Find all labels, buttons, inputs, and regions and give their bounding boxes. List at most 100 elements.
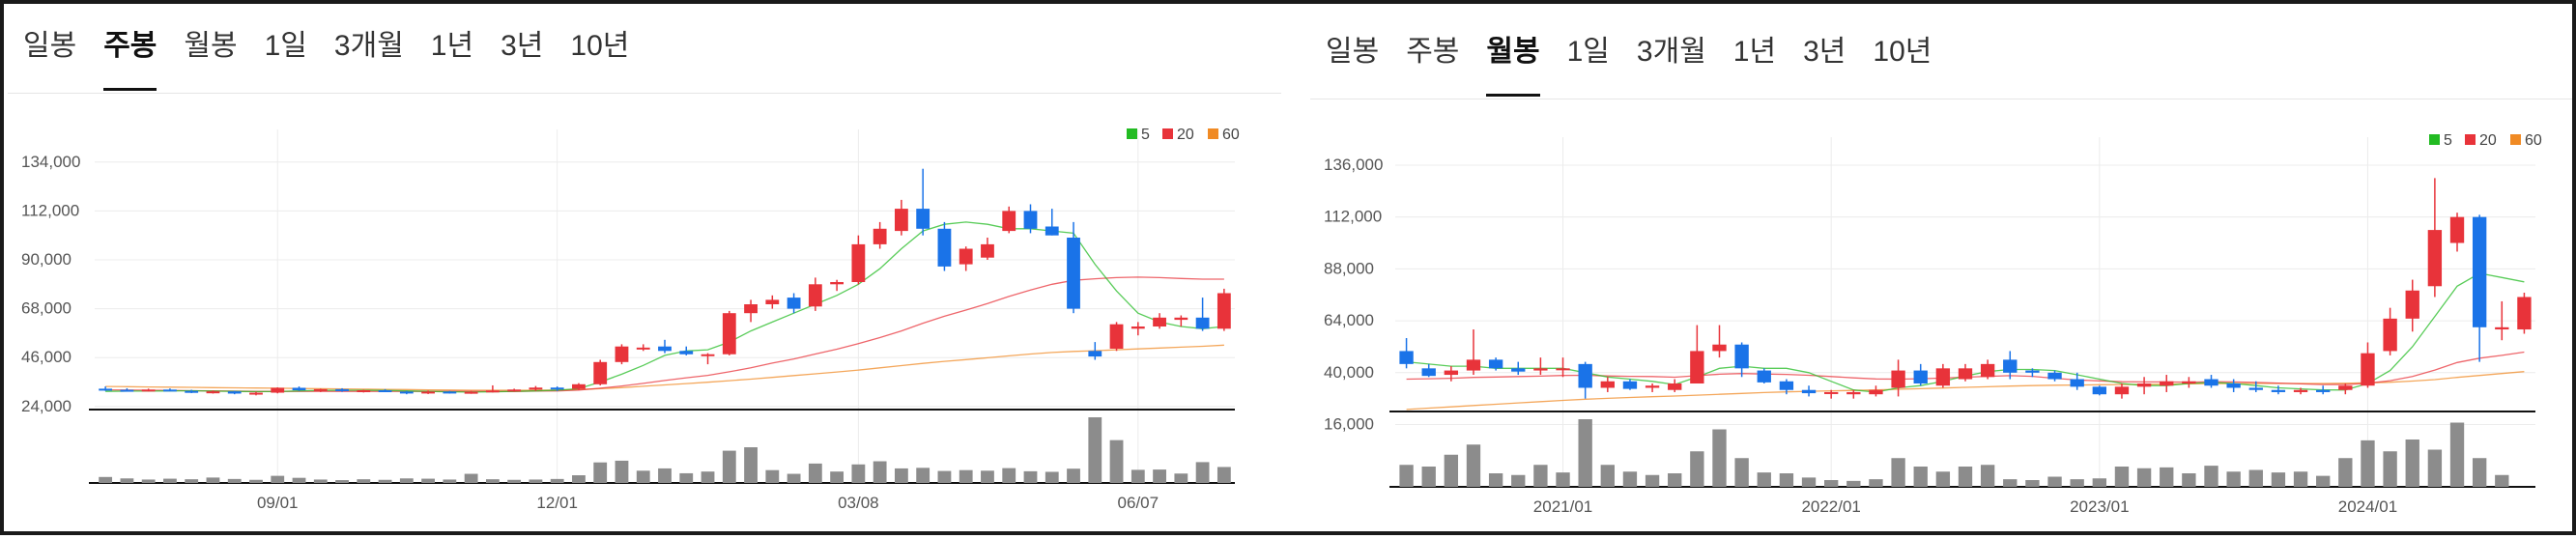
candle-body xyxy=(2383,318,2397,352)
volume-bar xyxy=(679,472,694,483)
candle-body xyxy=(2204,379,2218,386)
candle-body xyxy=(851,243,866,282)
tab-3-years[interactable]: 3년 xyxy=(501,30,544,62)
volume-bar xyxy=(1712,429,1727,487)
volume-bar xyxy=(292,477,306,483)
candle-body xyxy=(2293,389,2308,392)
volume-bar xyxy=(206,477,220,483)
candle-body xyxy=(1712,344,1727,352)
volume-bar xyxy=(787,473,801,483)
period-tabs: 일봉 주봉 월봉 1일 3개월 1년 3년 10년 xyxy=(19,21,643,91)
candle-body xyxy=(1216,293,1231,329)
ma60-line xyxy=(1406,371,2525,411)
candle-body xyxy=(2070,379,2084,387)
tab-10-years[interactable]: 10년 xyxy=(1873,36,1932,68)
candle-body xyxy=(141,389,156,392)
tab-monthly[interactable]: 월봉 xyxy=(184,30,238,62)
tab-10-years[interactable]: 10년 xyxy=(570,30,630,62)
volume-bar xyxy=(2495,474,2509,487)
weekly-candlestick-chart[interactable]: 134,000 112,000 90,000 68,000 46,000 24,000 09… xyxy=(8,4,1281,539)
tab-weekly[interactable]: 주봉 xyxy=(1406,36,1460,68)
candle-body xyxy=(163,389,177,392)
legend-swatch xyxy=(1208,128,1218,139)
candle-body xyxy=(206,391,220,394)
tab-3-months[interactable]: 3개월 xyxy=(333,30,404,62)
monthly-candlestick-chart[interactable]: 136,000 112,000 88,000 64,000 40,000 16,000 20… xyxy=(1310,4,2572,539)
tab-1-day[interactable]: 1일 xyxy=(1566,36,1610,68)
candle-body xyxy=(2136,383,2152,387)
volume-bar xyxy=(1891,458,1905,487)
volume-bar xyxy=(2070,479,2084,487)
candle-body xyxy=(292,387,306,391)
candle-body xyxy=(1511,368,1526,372)
volume-bar xyxy=(636,470,650,483)
candle-body xyxy=(959,248,973,265)
volume-bar xyxy=(185,479,199,483)
legend-label: 60 xyxy=(2525,132,2542,149)
x-tick-label: 06/07 xyxy=(1118,494,1159,512)
volume-bar xyxy=(1444,454,1459,487)
volume-bar xyxy=(1399,465,1414,487)
candle-body xyxy=(2160,381,2174,386)
candle-body xyxy=(1690,351,1704,383)
tab-1-day[interactable]: 1일 xyxy=(264,30,307,62)
candle-body xyxy=(1002,211,1016,232)
candle-body xyxy=(2495,326,2509,330)
volume-bar xyxy=(99,476,113,483)
candle-body xyxy=(1153,317,1166,326)
volume-bar xyxy=(916,468,930,483)
volume-bar xyxy=(443,479,457,483)
volume-bar xyxy=(830,471,844,483)
candle-body xyxy=(2449,216,2465,243)
candle-body xyxy=(550,387,564,390)
volume-bar xyxy=(2160,467,2174,487)
volume-bar xyxy=(485,479,500,483)
volume-bar xyxy=(959,469,973,483)
candle-body xyxy=(701,354,715,356)
volume-bar xyxy=(1668,473,1682,487)
volume-bar xyxy=(1958,467,1973,487)
tab-1-year[interactable]: 1년 xyxy=(1732,36,1777,68)
candle-body xyxy=(120,389,134,392)
volume-bar xyxy=(1002,468,1016,483)
candle-body xyxy=(443,391,457,394)
volume-bar xyxy=(1109,440,1124,483)
volume-bar xyxy=(2271,472,2286,487)
volume-bar xyxy=(141,479,156,483)
volume-bar xyxy=(1869,479,1883,487)
volume-bar xyxy=(1511,474,1526,487)
tab-daily[interactable]: 일봉 xyxy=(1326,36,1380,68)
candle-body xyxy=(1980,363,1995,378)
volume-bar xyxy=(2383,451,2397,487)
candle-body xyxy=(357,390,371,393)
volume-bar xyxy=(550,478,564,483)
candle-body xyxy=(1846,391,1861,395)
legend-label: 5 xyxy=(2444,132,2452,149)
candle-body xyxy=(1779,381,1794,390)
volume-bar xyxy=(658,468,672,483)
tab-3-months[interactable]: 3개월 xyxy=(1636,36,1706,68)
candle-body xyxy=(2472,216,2487,327)
candle-body xyxy=(1824,391,1839,394)
tab-3-years[interactable]: 3년 xyxy=(1803,36,1846,68)
volume-bar xyxy=(873,461,887,483)
candle-body xyxy=(529,387,543,390)
tab-daily[interactable]: 일봉 xyxy=(23,30,77,62)
volume-bar xyxy=(378,479,392,483)
ma5-line xyxy=(105,221,1224,393)
candle-body xyxy=(2316,389,2331,392)
y-tick-label: 16,000 xyxy=(1324,415,1374,434)
candle-body xyxy=(765,299,780,304)
candle-body xyxy=(744,304,758,314)
x-tick-label: 2023/01 xyxy=(2070,497,2129,516)
candle-body xyxy=(1399,351,1414,364)
candle-body xyxy=(1935,368,1951,386)
tab-monthly[interactable]: 월봉 xyxy=(1473,27,1553,97)
tab-weekly[interactable]: 주봉 xyxy=(90,21,170,91)
tab-1-year[interactable]: 1년 xyxy=(430,30,474,62)
candle-body xyxy=(2003,359,2018,373)
candle-body xyxy=(1131,326,1145,329)
volume-bar xyxy=(1556,472,1570,487)
candle-body xyxy=(1913,370,1928,383)
y-tick-label: 64,000 xyxy=(1324,311,1374,329)
